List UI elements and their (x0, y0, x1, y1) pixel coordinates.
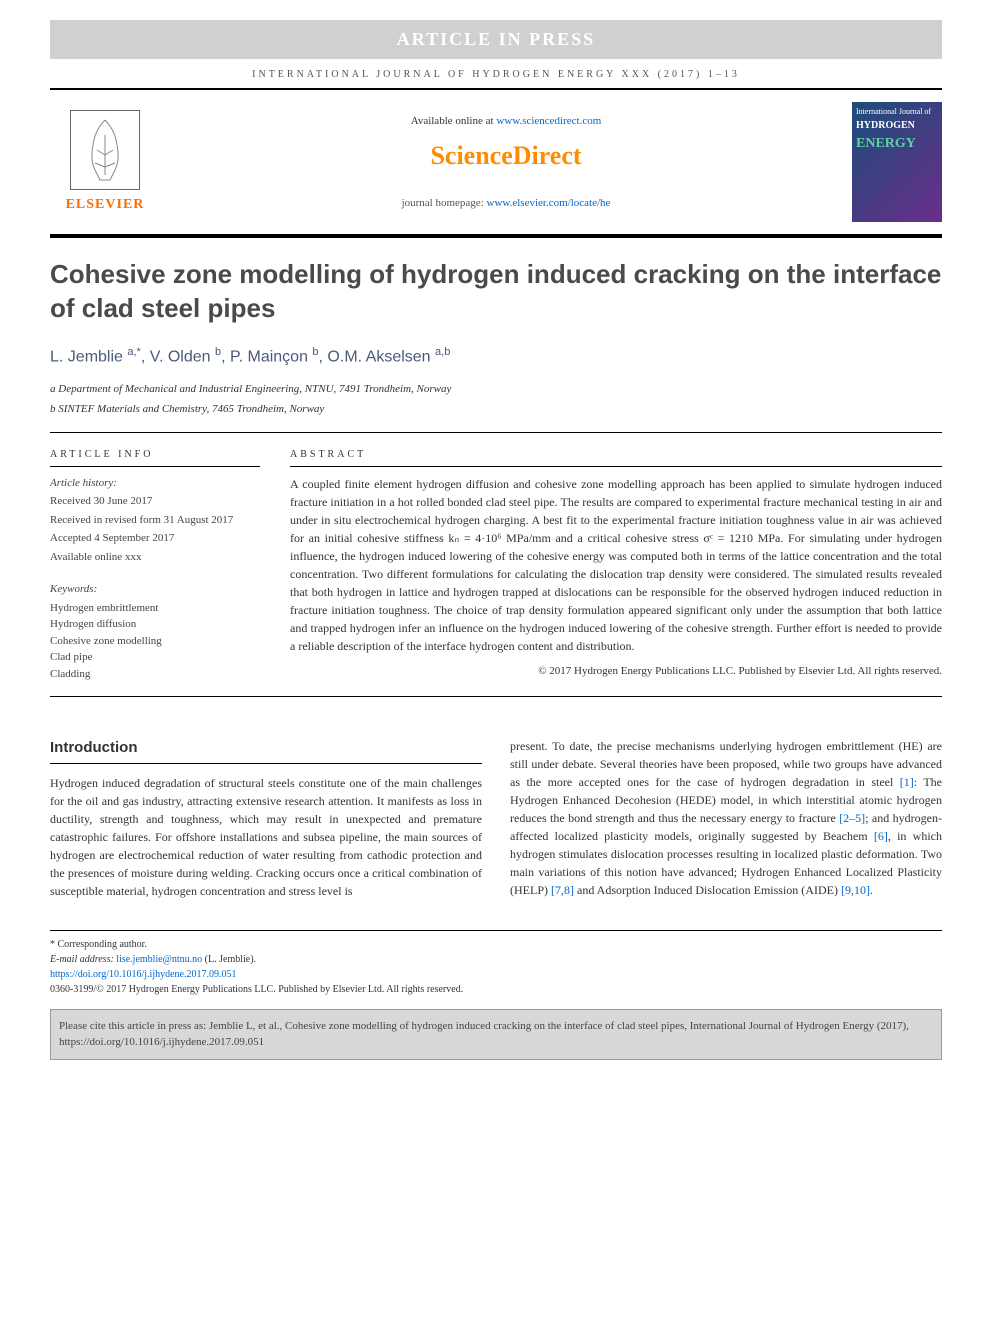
journal-homepage-link[interactable]: www.elsevier.com/locate/he (487, 197, 611, 209)
article-title: Cohesive zone modelling of hydrogen indu… (50, 258, 942, 326)
abstract-copyright: © 2017 Hydrogen Energy Publications LLC.… (290, 663, 942, 680)
email-label: E-mail address: (50, 954, 116, 965)
article-in-press-banner: ARTICLE IN PRESS (50, 20, 942, 59)
journal-masthead: ELSEVIER Available online at www.science… (50, 88, 942, 238)
email-author-name: (L. Jemblie). (202, 954, 256, 965)
cover-title-1: HYDROGEN (856, 118, 938, 133)
history-label: Article history: (50, 475, 260, 492)
revised-date: Received in revised form 31 August 2017 (50, 512, 260, 529)
citation-ref[interactable]: [1] (900, 775, 914, 789)
abstract-block: ABSTRACT A coupled finite element hydrog… (290, 447, 942, 683)
publisher-name: ELSEVIER (66, 194, 145, 215)
body-two-column: Introduction Hydrogen induced degradatio… (50, 737, 942, 900)
doi-link[interactable]: https://doi.org/10.1016/j.ijhydene.2017.… (50, 969, 236, 980)
keyword-item: Cohesive zone modelling (50, 633, 260, 650)
received-date: Received 30 June 2017 (50, 493, 260, 510)
intro-paragraph-1: Hydrogen induced degradation of structur… (50, 774, 482, 900)
divider (50, 432, 942, 433)
cover-supertitle: International Journal of (856, 106, 938, 118)
journal-cover-thumbnail: International Journal of HYDROGEN ENERGY (852, 102, 942, 222)
affiliation-a: a Department of Mechanical and Industria… (50, 381, 942, 398)
keywords-block: Keywords: Hydrogen embrittlementHydrogen… (50, 581, 260, 682)
affiliation-b: b SINTEF Materials and Chemistry, 7465 T… (50, 401, 942, 418)
available-prefix: Available online at (411, 115, 497, 127)
sciencedirect-logo: ScienceDirect (160, 136, 852, 175)
available-online-text: Available online at www.sciencedirect.co… (160, 113, 852, 130)
publisher-logo-block: ELSEVIER (50, 110, 160, 215)
footnotes-block: * Corresponding author. E-mail address: … (50, 930, 942, 997)
keyword-item: Cladding (50, 666, 260, 683)
citation-ref[interactable]: [6] (874, 829, 888, 843)
author-list: L. Jemblie a,*, V. Olden b, P. Mainçon b… (50, 344, 942, 369)
citation-ref[interactable]: [2–5] (839, 811, 865, 825)
article-info-heading: ARTICLE INFO (50, 447, 260, 467)
abstract-text: A coupled finite element hydrogen diffus… (290, 475, 942, 655)
article-info-block: ARTICLE INFO Article history: Received 3… (50, 447, 260, 683)
journal-header-line: INTERNATIONAL JOURNAL OF HYDROGEN ENERGY… (50, 67, 942, 82)
citation-ref[interactable]: [7,8] (551, 883, 574, 897)
corresponding-email-link[interactable]: lise.jemblie@ntnu.no (116, 954, 202, 965)
elsevier-tree-icon (70, 110, 140, 190)
sciencedirect-link[interactable]: www.sciencedirect.com (496, 115, 601, 127)
cover-title-2: ENERGY (856, 133, 938, 154)
divider (50, 696, 942, 697)
keywords-label: Keywords: (50, 581, 260, 598)
accepted-date: Accepted 4 September 2017 (50, 530, 260, 547)
journal-homepage-text: journal homepage: www.elsevier.com/locat… (160, 195, 852, 212)
column-right: present. To date, the precise mechanisms… (510, 737, 942, 900)
keyword-item: Hydrogen embrittlement (50, 600, 260, 617)
info-abstract-row: ARTICLE INFO Article history: Received 3… (50, 447, 942, 683)
section-heading-introduction: Introduction (50, 737, 482, 764)
issn-copyright: 0360-3199/© 2017 Hydrogen Energy Publica… (50, 982, 942, 997)
email-line: E-mail address: lise.jemblie@ntnu.no (L.… (50, 952, 942, 967)
abstract-heading: ABSTRACT (290, 447, 942, 467)
homepage-prefix: journal homepage: (402, 197, 487, 209)
intro-paragraph-2: present. To date, the precise mechanisms… (510, 737, 942, 899)
keyword-item: Clad pipe (50, 649, 260, 666)
corresponding-author-note: * Corresponding author. (50, 937, 942, 952)
masthead-center: Available online at www.sciencedirect.co… (160, 113, 852, 211)
citation-box: Please cite this article in press as: Je… (50, 1009, 942, 1060)
citation-ref[interactable]: [9,10] (841, 883, 870, 897)
keyword-item: Hydrogen diffusion (50, 616, 260, 633)
column-left: Introduction Hydrogen induced degradatio… (50, 737, 482, 900)
online-date: Available online xxx (50, 549, 260, 566)
